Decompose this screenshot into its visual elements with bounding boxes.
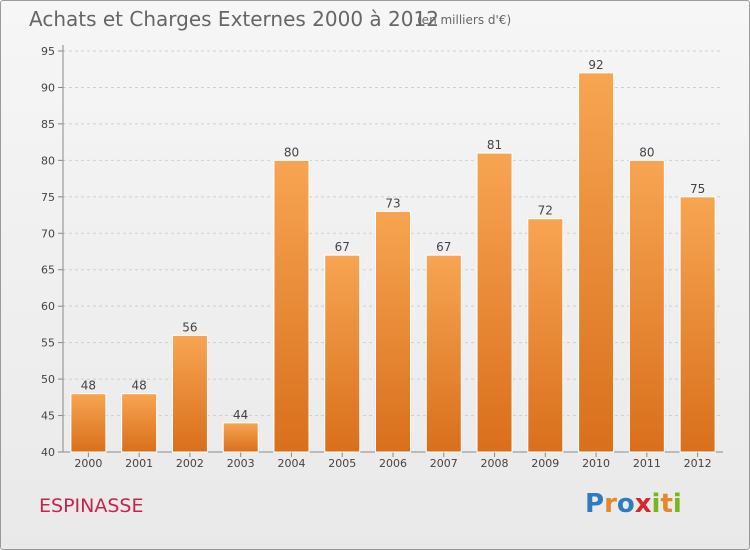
data-label: 44 (233, 408, 248, 422)
bar (222, 422, 259, 453)
bar (70, 393, 107, 453)
commune-name: ESPINASSE (39, 495, 144, 517)
logo-letter: i (672, 489, 682, 519)
x-tick-label: 2011 (633, 457, 661, 470)
x-tick-label: 2000 (74, 457, 102, 470)
logo-letter: x (634, 489, 652, 519)
data-label: 92 (588, 58, 603, 72)
data-label: 67 (335, 240, 350, 254)
x-tick-label: 2004 (277, 457, 305, 470)
x-tick-label: 2005 (328, 457, 356, 470)
x-tick-label: 2003 (227, 457, 255, 470)
y-tick-label: 45 (41, 410, 55, 423)
bar (273, 159, 310, 453)
bar (121, 393, 158, 453)
data-label: 81 (487, 138, 502, 152)
x-tick-label: 2009 (531, 457, 559, 470)
data-label: 75 (690, 182, 705, 196)
logo-letter: t (660, 489, 673, 519)
labels: 40 45 50 55 60 65 70 75 80 85 90 95 48 2000 48 2001 56 20… (41, 45, 712, 470)
chart-unit: (en milliers d'€) (417, 13, 512, 27)
bar (324, 254, 361, 453)
y-tick-label: 60 (41, 300, 55, 313)
y-tick-label: 85 (41, 118, 55, 131)
data-label: 80 (639, 145, 654, 159)
y-tick-label: 55 (41, 337, 55, 350)
x-tick-label: 2012 (684, 457, 712, 470)
data-label: 48 (81, 379, 96, 393)
x-tick-label: 2007 (430, 457, 458, 470)
logo-letter: r (604, 489, 617, 519)
data-label: 80 (284, 145, 299, 159)
data-label: 72 (538, 204, 553, 218)
y-tick-label: 65 (41, 264, 55, 277)
x-tick-label: 2001 (125, 457, 153, 470)
logo-letter: i (651, 489, 661, 519)
y-tick-label: 70 (41, 227, 55, 240)
bar (476, 152, 513, 453)
x-tick-label: 2008 (481, 457, 509, 470)
data-label: 73 (385, 196, 400, 210)
bars (70, 72, 716, 453)
logo-letter: P (585, 489, 605, 519)
data-label: 56 (182, 320, 197, 334)
y-tick-label: 40 (41, 446, 55, 459)
bar (628, 159, 665, 453)
chart-title: Achats et Charges Externes 2000 à 2012 (29, 7, 439, 31)
x-tick-label: 2006 (379, 457, 407, 470)
proxiti-logo[interactable]: Proxiti (585, 489, 682, 519)
logo-letter: o (616, 489, 635, 519)
y-tick-label: 80 (41, 154, 55, 167)
x-tick-label: 2002 (176, 457, 204, 470)
bar (527, 218, 564, 453)
bar (425, 254, 462, 453)
y-tick-label: 90 (41, 81, 55, 94)
bar (578, 72, 615, 453)
data-label: 67 (436, 240, 451, 254)
data-label: 48 (132, 379, 147, 393)
bar (171, 334, 208, 453)
x-tick-label: 2010 (582, 457, 610, 470)
y-tick-label: 75 (41, 191, 55, 204)
y-tick-label: 50 (41, 373, 55, 386)
y-tick-label: 95 (41, 45, 55, 58)
bar (679, 196, 716, 453)
bar (375, 210, 411, 453)
